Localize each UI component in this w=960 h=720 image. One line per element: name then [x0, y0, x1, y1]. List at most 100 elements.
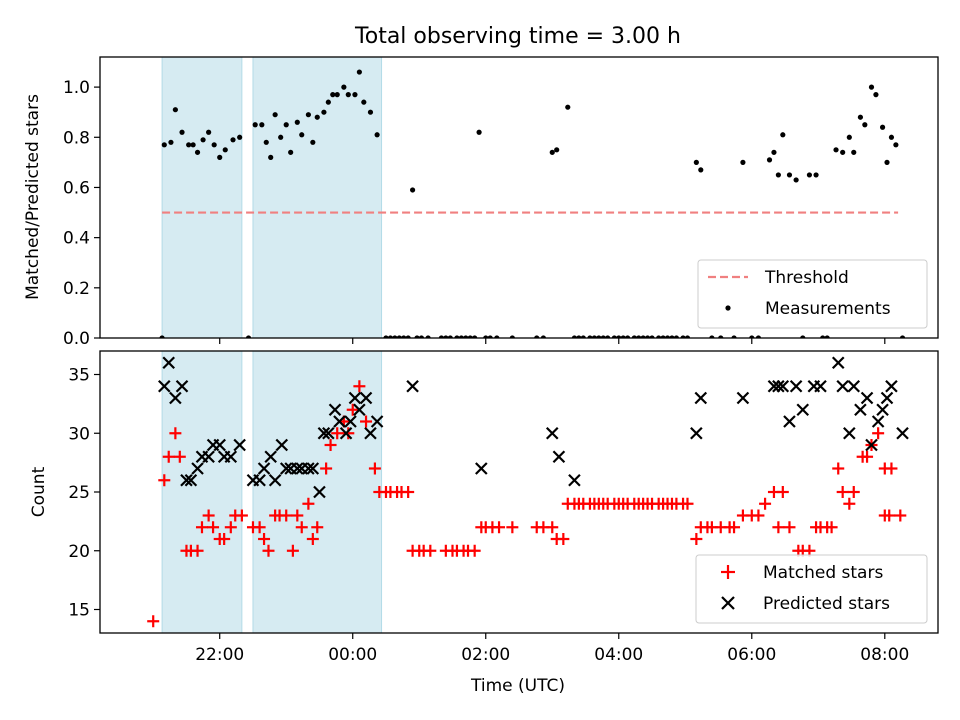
bottom-panel-x-ticks: 22:00 00:00 02:00 04:00 06:00 08:00 [195, 633, 909, 665]
shaded-interval [252, 350, 383, 634]
measurement-point [345, 92, 351, 98]
matched-star-point [368, 462, 381, 475]
y-tick-label: 0.0 [63, 329, 90, 349]
predicted-star-point [213, 438, 226, 452]
matched-star-point [557, 533, 570, 545]
matched-star-point [690, 533, 703, 545]
matched-star-point [346, 403, 359, 416]
predicted-star-point [175, 379, 189, 393]
x-tick-label: 22:00 [195, 645, 244, 665]
matched-star-point [883, 509, 896, 522]
matched-star-point [286, 544, 299, 557]
y-tick-label: 0.8 [63, 128, 90, 148]
measurement-point [352, 92, 358, 98]
predicted-star-point [896, 426, 909, 440]
measurement-point [361, 99, 367, 105]
measurement-point [283, 122, 289, 128]
bottom-panel-legend-box [695, 554, 928, 624]
predicted-star-point [322, 426, 335, 440]
matched-star-point [291, 509, 304, 522]
x-tick-label: 08:00 [860, 645, 909, 665]
matched-star-point [681, 497, 694, 510]
matched-star-point [311, 521, 324, 534]
matched-star-point [843, 497, 856, 510]
measurement-point [813, 172, 819, 178]
matched-star-point [546, 521, 559, 534]
measurement-point [222, 147, 228, 153]
predicted-star-point [814, 379, 827, 393]
measurement-point [888, 134, 895, 140]
measurement-point [252, 122, 258, 128]
measurement-point [862, 122, 868, 128]
matched-star-point [752, 509, 765, 522]
predicted-star-point [776, 379, 790, 393]
measurement-point [367, 109, 374, 115]
predicted-star-point [552, 450, 566, 464]
matched-star-point [894, 509, 907, 522]
top-panel-legend-box [697, 259, 928, 329]
matched-star-point [825, 521, 838, 534]
predicted-star-point [191, 462, 204, 475]
predicted-star-point [772, 379, 785, 393]
predicted-star-point [348, 391, 362, 405]
predicted-star-point [854, 403, 867, 417]
x-tick-label: 06:00 [727, 645, 776, 665]
matched-star-point [832, 462, 845, 475]
top-panel: 0.0 0.2 0.4 0.6 0.8 1.0 Matched/Predicted sta… [23, 56, 939, 349]
y-tick-label: 30 [68, 424, 90, 444]
matched-star-point [836, 486, 849, 498]
predicted-star-point [253, 473, 266, 487]
chart-title: Total observing time = 3.00 h [354, 24, 681, 49]
matched-star-point [728, 521, 741, 534]
x-tick-label: 00:00 [328, 645, 377, 665]
matched-star-point [506, 521, 519, 534]
predicted-star-point [169, 391, 182, 405]
measurement-point [793, 177, 799, 183]
predicted-star-point [233, 438, 246, 452]
predicted-star-point [545, 426, 559, 440]
predicted-star-point [783, 415, 796, 428]
measurement-point [840, 149, 846, 155]
measurement-point [893, 142, 899, 148]
predicted-star-point [328, 403, 342, 417]
predicted-star-point [268, 473, 282, 487]
matched-star-point [262, 544, 275, 557]
matched-star-point [468, 544, 481, 557]
predicted-star-point [871, 415, 885, 428]
predicted-star-point [690, 426, 703, 440]
predicted-star-point [162, 356, 176, 370]
bottom-panel-plot-area [147, 356, 909, 628]
matched-star-point [235, 509, 248, 522]
matched-star-point [218, 533, 231, 545]
matched-star-point [360, 415, 373, 428]
matched-star-point [280, 509, 293, 522]
measurement-point [554, 147, 560, 153]
y-tick-label: 15 [68, 601, 90, 621]
top-panel-y-axis-label: Matched/Predicted stars [23, 94, 43, 300]
measurement-point [771, 149, 777, 155]
predicted-stars-series [158, 356, 909, 499]
matched-star-point [207, 521, 220, 534]
matched-star-point [202, 509, 215, 522]
predicted-stars-legend-marker [721, 596, 735, 610]
measurement-point [857, 114, 864, 120]
shaded-interval [161, 56, 243, 339]
predicted-star-point [306, 462, 320, 475]
predicted-star-point [406, 379, 419, 393]
predicted-star-point [333, 415, 346, 428]
matched-stars-legend-label: Matched stars [763, 563, 883, 583]
measurement-point [288, 149, 294, 155]
matched-star-point [872, 427, 885, 440]
matched-star-point [253, 521, 266, 534]
measurement-point [846, 134, 852, 140]
measurement-point [879, 124, 886, 130]
matched-star-point [493, 521, 506, 534]
y-tick-label: 25 [68, 483, 90, 503]
measurement-point [268, 154, 274, 160]
matched-star-point [424, 544, 437, 557]
measurement-point [294, 119, 300, 125]
matched-star-point [861, 450, 874, 463]
shaded-interval [252, 56, 383, 339]
measurement-point [766, 157, 773, 163]
measurement-point [190, 142, 196, 148]
